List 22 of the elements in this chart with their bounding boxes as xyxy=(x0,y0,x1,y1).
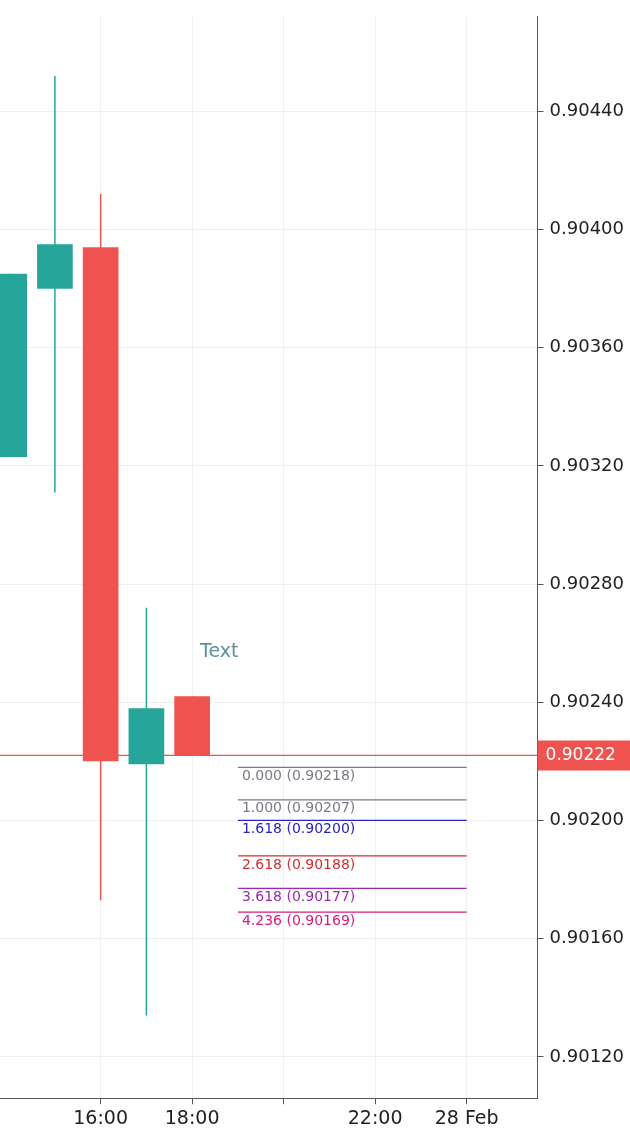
y-tick-label: 0.90200 xyxy=(549,808,624,830)
y-tick-label: 0.90280 xyxy=(549,571,624,593)
y-tick-label: 0.90120 xyxy=(549,1044,624,1066)
y-tick-label: 0.90160 xyxy=(549,926,624,948)
annotation: Text xyxy=(199,638,239,661)
y-tick-label: 0.90440 xyxy=(549,99,624,121)
candlestick xyxy=(37,75,73,494)
y-tick-label: 0.90240 xyxy=(549,689,624,711)
ref-line-label: 1.000 (0.90207) xyxy=(241,799,356,816)
x-tick-label: 28 Feb xyxy=(434,1105,499,1128)
ref-line-label: 2.618 (0.90188) xyxy=(241,855,356,872)
y-tick-label: 0.90400 xyxy=(549,217,624,239)
ref-line-label: 0.90222 xyxy=(545,743,616,764)
ref-line-label: 1.618 (0.90200) xyxy=(241,820,356,837)
ref-line-label: 4.236 (0.90169) xyxy=(241,911,356,928)
y-tick-label: 0.90360 xyxy=(549,335,624,357)
ref-line-label: 3.618 (0.90177) xyxy=(241,888,356,905)
x-tick-label: 16:00 xyxy=(73,1105,129,1128)
y-tick-label: 0.90320 xyxy=(549,453,624,475)
x-tick-label: 18:00 xyxy=(164,1105,220,1128)
ref-line-label: 0.000 (0.90218) xyxy=(241,766,356,783)
x-tick-label: 22:00 xyxy=(347,1105,403,1128)
